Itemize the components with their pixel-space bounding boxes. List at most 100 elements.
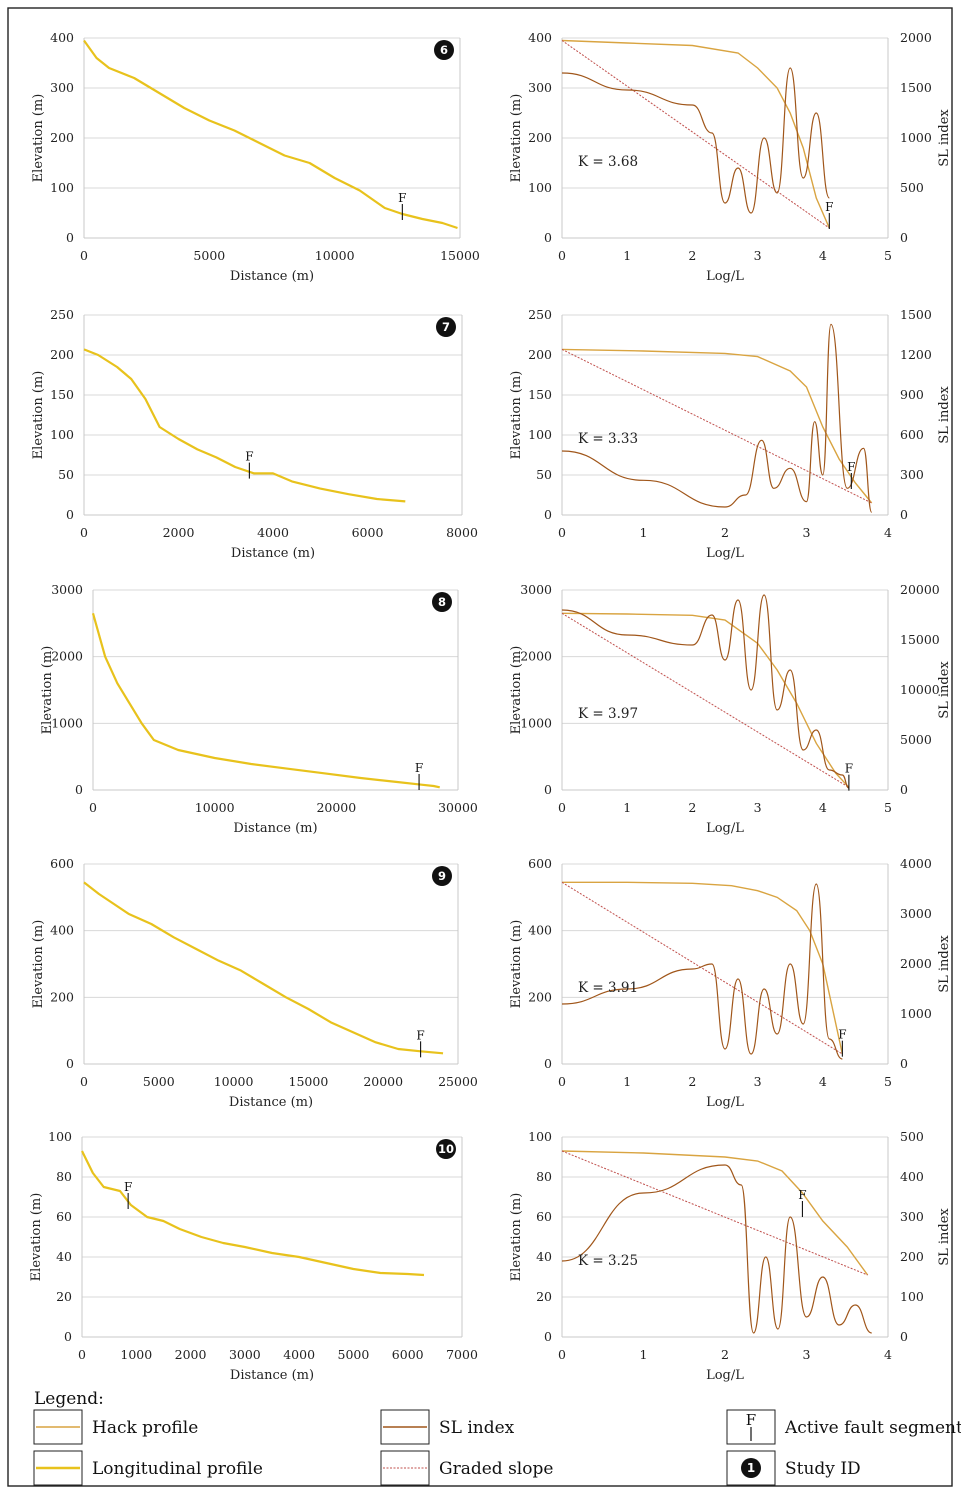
study-id-marker-icon — [432, 592, 452, 612]
chart-left-6: 0 100 200 300 400 0 5000 10000 15000 Distance (m)… — [31, 30, 480, 284]
y-tick-label: 200 — [50, 347, 74, 362]
hack-profile-line — [561, 348, 873, 504]
fault-marker-label: F — [825, 200, 833, 214]
y-tick-label: 3000 — [51, 582, 83, 597]
legend-label-hack: Hack profile — [92, 1418, 198, 1438]
chart-right-9: 0 200 400 600 0 1 2 3 4 5 Log/L Elevation (m) 0 1000 2… — [509, 856, 952, 1110]
chart-left-9: 0 200 400 600 0 5000 10000 15000 20000 25000 Dista… — [31, 856, 478, 1110]
longitudinal-profile-line — [83, 881, 444, 1055]
y-tick-label: 60 — [56, 1209, 72, 1224]
x-tick-label: 25000 — [438, 1074, 478, 1089]
x-tick-label: 1 — [623, 248, 631, 263]
study-id-marker-icon — [436, 317, 456, 337]
y2-tick-label: 2000 — [900, 956, 932, 971]
y-tick-label: 100 — [528, 180, 552, 195]
y-tick-label: 200 — [50, 130, 74, 145]
fault-marker-label: F — [124, 1180, 132, 1194]
fault-marker-label: F — [398, 191, 406, 205]
sl-index-line — [561, 594, 850, 789]
y-tick-label: 1000 — [51, 715, 83, 730]
y-tick-label: 400 — [528, 923, 552, 938]
y2-tick-label: 300 — [900, 1209, 924, 1224]
y-axis-label: Elevation (m) — [509, 94, 524, 183]
legend-item-fault: F Active fault segment — [726, 1409, 961, 1445]
y2-tick-label: 1000 — [900, 130, 932, 145]
k-value-label: K = 3.33 — [578, 431, 638, 447]
hack-profile-line — [562, 881, 844, 1055]
y-tick-label: 400 — [50, 923, 74, 938]
y-tick-label: 100 — [528, 1129, 552, 1144]
x-tick-label: 3 — [803, 1347, 811, 1362]
x-axis-label: Distance (m) — [229, 1095, 313, 1110]
study-id-label: 7 — [442, 320, 450, 334]
x-tick-label: 0 — [558, 525, 566, 540]
y-tick-label: 100 — [50, 427, 74, 442]
y-tick-label: 0 — [544, 782, 552, 797]
x-tick-label: 4000 — [283, 1347, 315, 1362]
y-tick-label: 300 — [50, 80, 74, 95]
y-tick-label: 0 — [544, 230, 552, 245]
legend-item-sl: SL index — [380, 1409, 515, 1445]
y2-tick-label: 600 — [900, 427, 924, 442]
chart-right-8: 0 1000 2000 3000 0 1 2 3 4 5 Log/L Elevation (m) 0 50… — [509, 582, 952, 836]
y2-tick-label: 2000 — [900, 30, 932, 45]
y-tick-label: 200 — [528, 347, 552, 362]
fault-marker-label: F — [415, 761, 423, 775]
y-tick-label: 150 — [50, 387, 74, 402]
x-tick-label: 15000 — [289, 1074, 329, 1089]
legend-label-graded: Graded slope — [439, 1459, 553, 1479]
y-tick-label: 50 — [536, 467, 552, 482]
y2-axis-label: SL index — [937, 109, 952, 167]
y-axis-label: Elevation (m) — [31, 371, 46, 460]
chart-right-6: 0 100 200 300 400 0 1 2 3 4 5 Log/L Elevation (m) 0 50… — [509, 30, 952, 284]
sl-index-line — [561, 1164, 872, 1334]
x-tick-label: 8000 — [446, 525, 478, 540]
chart-right-7: 0 50 100 150 200 250 0 1 2 3 4 Log/L Elevation (m) 0 3… — [509, 307, 952, 561]
x-tick-label: 2 — [688, 800, 696, 815]
y-tick-label: 300 — [528, 80, 552, 95]
y-tick-label: 250 — [50, 307, 74, 322]
fault-marker-label: F — [845, 762, 853, 776]
x-tick-label: 0 — [80, 525, 88, 540]
y-tick-label: 0 — [544, 1329, 552, 1344]
y-tick-label: 1000 — [520, 715, 552, 730]
longitudinal-profile-line — [83, 39, 458, 230]
chart-right-10: 0 20 40 60 80 100 0 1 2 3 4 Log/L Elevation (m) 0 100 2… — [509, 1129, 952, 1383]
hack-profile-line — [561, 1150, 869, 1276]
legend-swatch-box — [33, 1409, 83, 1445]
x-tick-label: 4 — [884, 525, 892, 540]
k-value-label: K = 3.97 — [578, 706, 638, 722]
legend-title: Legend: — [34, 1389, 104, 1409]
x-tick-label: 15000 — [440, 248, 480, 263]
y2-tick-label: 20000 — [900, 582, 940, 597]
x-tick-label: 3 — [754, 1074, 762, 1089]
legend-swatch-box — [380, 1409, 430, 1445]
study-id-marker-icon — [741, 1458, 761, 1478]
x-axis-label: Distance (m) — [231, 546, 315, 561]
fault-marker-label: F — [798, 1188, 806, 1202]
graded-slope-line — [561, 40, 830, 229]
x-tick-label: 5000 — [143, 1074, 175, 1089]
y-tick-label: 100 — [48, 1129, 72, 1144]
x-tick-label: 2000 — [163, 525, 195, 540]
legend-fault-symbol-letter: F — [746, 1411, 756, 1429]
legend-swatch-box — [726, 1450, 776, 1486]
y-tick-label: 400 — [50, 30, 74, 45]
x-axis-label: Distance (m) — [230, 1368, 314, 1383]
study-id-marker-icon — [432, 866, 452, 886]
y2-tick-label: 10000 — [900, 682, 940, 697]
y-tick-label: 40 — [536, 1249, 552, 1264]
y2-tick-label: 15000 — [900, 632, 940, 647]
x-tick-label: 1 — [623, 800, 631, 815]
x-axis-label: Log/L — [706, 1368, 744, 1383]
x-tick-label: 0 — [558, 1347, 566, 1362]
graded-slope-line — [561, 1150, 868, 1276]
y-tick-label: 0 — [66, 230, 74, 245]
y-tick-label: 40 — [56, 1249, 72, 1264]
legend-item-graded: Graded slope — [380, 1450, 553, 1486]
x-tick-label: 1 — [640, 525, 648, 540]
fault-marker-label: F — [838, 1028, 846, 1042]
